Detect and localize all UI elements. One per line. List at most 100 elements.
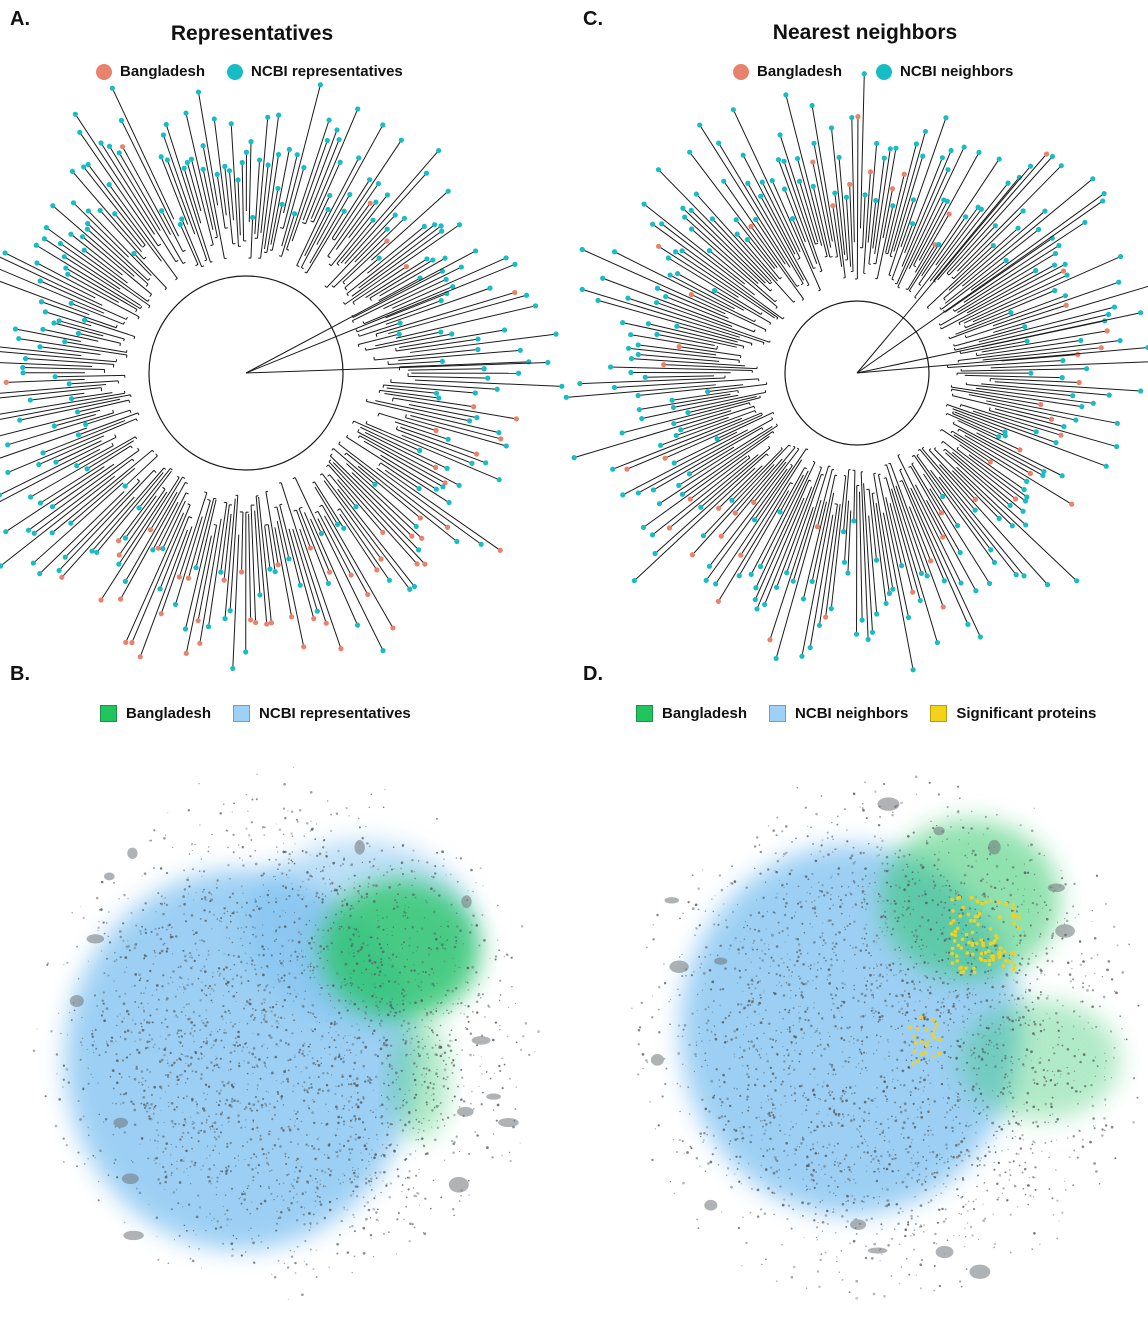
- network-node: [876, 1106, 878, 1108]
- network-node: [303, 998, 306, 1001]
- network-node: [234, 1037, 237, 1039]
- network-node: [415, 1139, 417, 1141]
- tip-ncbi: [50, 203, 56, 209]
- tree-branch: [691, 294, 767, 331]
- network-node: [116, 1015, 119, 1017]
- network-node: [299, 885, 302, 888]
- network-node: [514, 1108, 517, 1110]
- network-node: [436, 982, 438, 984]
- tip-ncbi: [1079, 404, 1085, 410]
- network-node: [343, 928, 345, 930]
- tip-bangladesh: [311, 615, 317, 622]
- tip-ncbi: [325, 580, 332, 587]
- network-node: [166, 997, 169, 1000]
- tree-arc: [940, 429, 943, 432]
- network-node: [376, 926, 379, 929]
- network-node: [297, 1082, 299, 1085]
- network-node: [427, 1026, 429, 1028]
- network-node: [354, 1133, 357, 1136]
- tip-ncbi: [563, 394, 569, 400]
- network-node: [380, 997, 383, 1001]
- tree-arc: [153, 469, 157, 473]
- network-node: [305, 905, 308, 908]
- network-node: [393, 868, 395, 870]
- tree-arc: [365, 398, 368, 402]
- tree-branch: [197, 525, 218, 621]
- tree-branch: [963, 274, 1068, 324]
- network-node: [498, 1064, 501, 1068]
- network-node: [205, 1229, 207, 1232]
- network-node: [141, 1025, 143, 1028]
- network-node: [266, 1047, 269, 1049]
- network-node: [435, 1007, 437, 1010]
- network-node: [364, 1177, 368, 1180]
- network-node: [411, 858, 414, 862]
- tree-branch: [255, 495, 268, 625]
- network-node: [911, 1079, 915, 1082]
- tree-branch: [825, 503, 841, 618]
- network-node: [920, 939, 923, 941]
- network-node: [335, 972, 339, 975]
- network-node: [340, 925, 343, 928]
- network-node: [759, 1120, 762, 1122]
- network-node: [370, 1189, 373, 1191]
- network-node: [252, 1032, 254, 1034]
- network-node: [224, 1213, 226, 1215]
- tip-ncbi: [37, 278, 43, 284]
- network-node: [404, 912, 407, 915]
- network-node: [295, 1066, 297, 1068]
- tree-branch: [862, 194, 866, 248]
- network-node: [867, 1144, 869, 1147]
- tree-branch: [304, 209, 329, 257]
- network-node: [288, 852, 291, 856]
- network-node: [897, 1027, 899, 1030]
- network-node: [362, 983, 365, 986]
- tip-ncbi: [1103, 463, 1109, 469]
- tree-branch: [45, 311, 92, 327]
- network-node: [371, 973, 373, 975]
- ncbi-marker-icon: [876, 63, 893, 80]
- network-node: [360, 1152, 362, 1154]
- network-node: [911, 980, 914, 983]
- network-node: [391, 934, 393, 937]
- network-node: [967, 1125, 970, 1128]
- network-node: [947, 1158, 949, 1160]
- network-node: [755, 1048, 758, 1051]
- network-node: [282, 807, 286, 810]
- network-node: [322, 966, 325, 970]
- tree-branch-long: [245, 361, 548, 374]
- network-node: [724, 1115, 727, 1118]
- network-node: [520, 925, 524, 928]
- tip-ncbi: [1023, 522, 1029, 528]
- tree-branch: [323, 480, 382, 560]
- tip-ncbi: [910, 667, 916, 673]
- tree-branch: [165, 124, 211, 263]
- tip-ncbi: [496, 477, 502, 483]
- network-node: [112, 1133, 115, 1136]
- tree-arc: [964, 335, 967, 338]
- network-node: [307, 1212, 310, 1215]
- network-node: [447, 921, 449, 923]
- network-node: [817, 1113, 820, 1115]
- network-node: [348, 815, 350, 817]
- network-node: [663, 963, 665, 965]
- tree-branch: [949, 295, 1066, 340]
- network-node: [935, 824, 938, 827]
- tree-scaffold: [784, 300, 930, 446]
- network-node: [485, 1071, 488, 1073]
- network-node: [462, 1100, 466, 1103]
- network-node: [379, 1024, 382, 1027]
- network-node: [221, 1170, 224, 1173]
- network-node: [151, 994, 154, 997]
- network-node: [236, 1044, 240, 1048]
- tree-branch: [25, 358, 114, 365]
- network-node: [167, 1262, 170, 1265]
- tree-arc: [142, 244, 146, 248]
- network-node: [366, 1075, 369, 1078]
- network-node: [433, 889, 436, 892]
- network-node: [1061, 937, 1064, 940]
- network-node: [358, 826, 361, 829]
- tree-arc: [917, 448, 921, 452]
- network-node: [211, 928, 213, 930]
- network-node: [814, 859, 818, 863]
